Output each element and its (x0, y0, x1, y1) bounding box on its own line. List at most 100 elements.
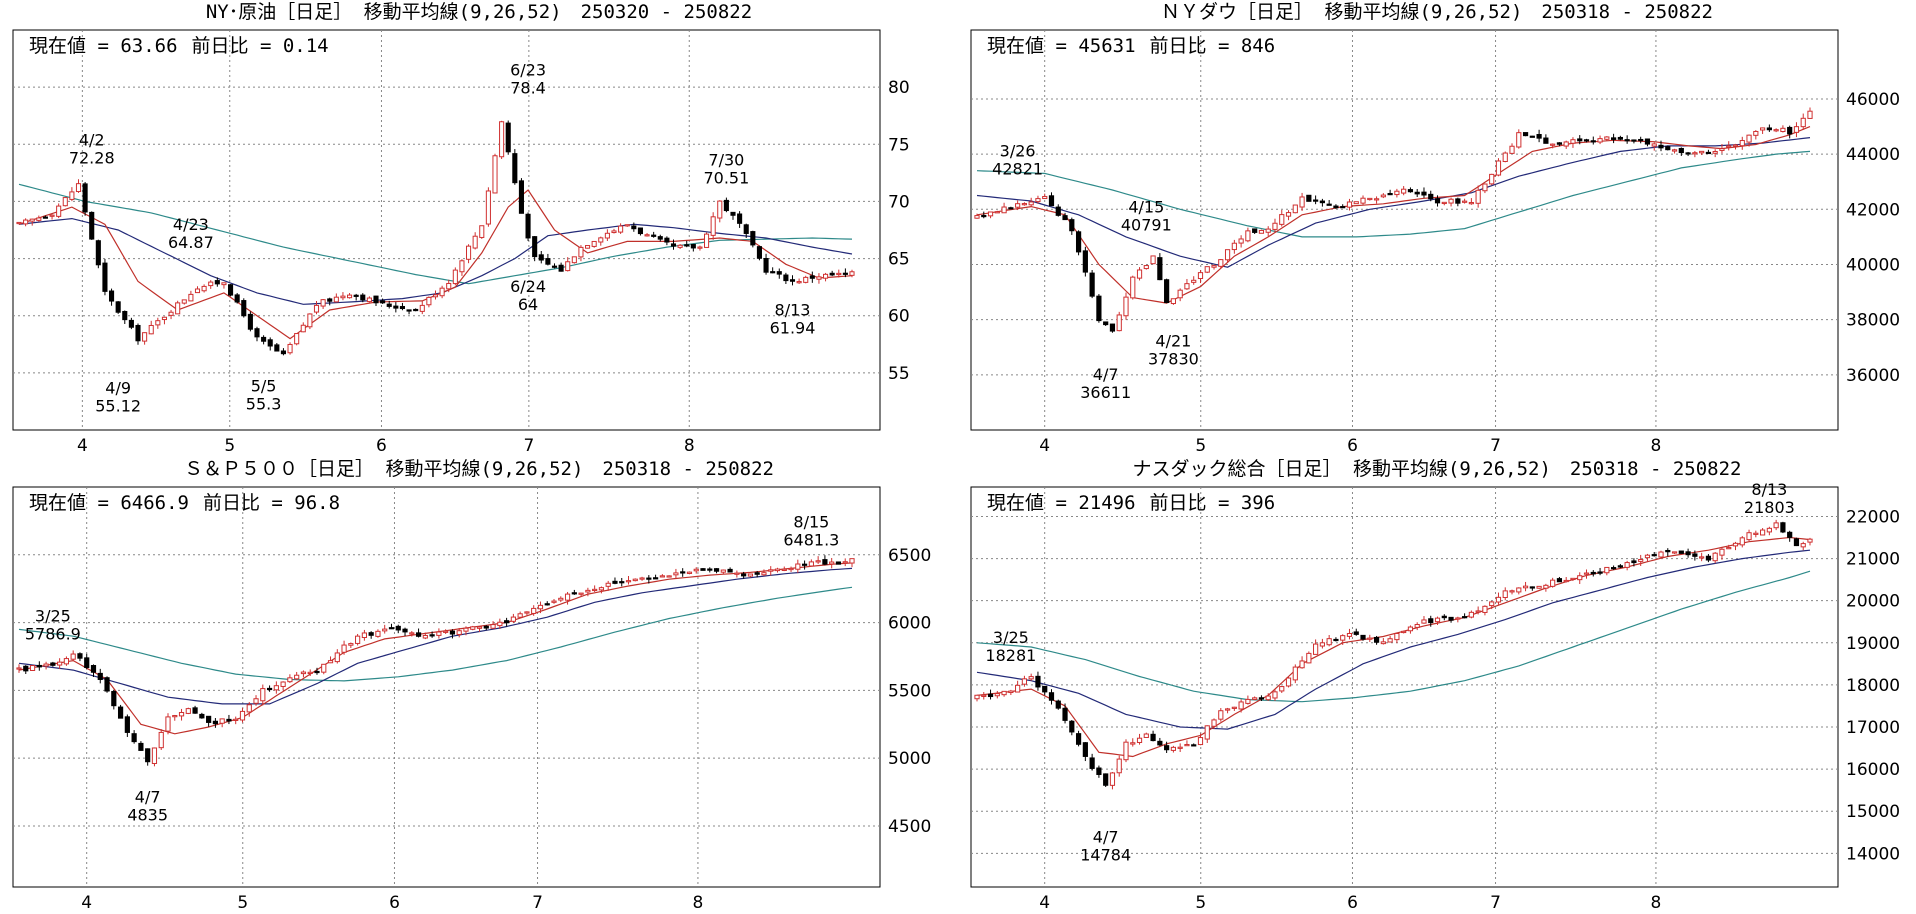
candle (1550, 577, 1556, 588)
candle (165, 713, 171, 735)
y-tick-label: 5500 (888, 681, 931, 701)
annotation-date: 4/7 (1093, 827, 1119, 846)
y-tick-label: 46000 (1846, 90, 1900, 110)
candle-body (670, 243, 677, 247)
candle (783, 272, 789, 284)
candle (36, 661, 42, 671)
candle (1340, 634, 1346, 645)
candle (768, 566, 774, 576)
candle-body (544, 603, 550, 606)
candle (1712, 149, 1718, 158)
candle-body (504, 620, 510, 624)
candle (1292, 204, 1298, 214)
candle-body (1773, 522, 1779, 529)
candle (704, 232, 710, 248)
candle (70, 650, 76, 662)
candle (1360, 634, 1366, 641)
candle-body (664, 237, 670, 243)
candle (585, 587, 591, 597)
candle (1218, 259, 1224, 269)
candle-body (1211, 719, 1217, 727)
candle (987, 211, 994, 219)
candle (490, 621, 496, 629)
candle (327, 297, 333, 306)
candle-body (327, 298, 333, 302)
candle-body (835, 561, 842, 565)
candle-body (1238, 701, 1244, 710)
candle-body (43, 663, 49, 667)
candle (228, 284, 234, 297)
candle (1753, 530, 1759, 538)
candle-body (1048, 195, 1055, 207)
candle (1387, 635, 1393, 643)
candle (246, 702, 252, 717)
moving-average-ma26 (976, 549, 1811, 730)
candle (994, 690, 1000, 699)
candle-body (1001, 206, 1007, 214)
candle-body (472, 235, 478, 249)
candle-body (1563, 141, 1569, 147)
x-tick-label: 6 (1347, 893, 1358, 913)
candle (1184, 278, 1190, 290)
candle-body (1096, 767, 1102, 775)
annotation-value: 21803 (1744, 498, 1795, 517)
candle-body (1116, 314, 1122, 332)
candle (117, 704, 124, 719)
candle-body (1089, 757, 1095, 769)
current-value: 63.66 (120, 35, 177, 57)
candle (1705, 554, 1712, 563)
candle-body (1624, 139, 1630, 142)
candle (1800, 541, 1806, 551)
candle (1008, 206, 1014, 210)
candle-body (1732, 144, 1739, 147)
candle-body (1651, 143, 1657, 147)
current-value-label: 現在値 = (29, 35, 120, 57)
candle-body (402, 628, 408, 633)
candle (214, 277, 220, 287)
candle (1793, 122, 1800, 138)
y-tick-label: 14000 (1846, 844, 1900, 864)
candle-body (1502, 152, 1508, 163)
current-value: 45631 (1078, 35, 1135, 57)
candle-body (375, 630, 381, 637)
candle-body (625, 580, 632, 583)
candle-body (1570, 577, 1576, 581)
candle (558, 596, 564, 603)
candle-body (538, 254, 544, 261)
candle (300, 322, 306, 333)
candle-body (1299, 196, 1305, 208)
candle-body (1631, 139, 1637, 142)
current-value-info: 現在値 = 6466.9 前日比 = 96.8 (29, 492, 340, 514)
candle (591, 240, 597, 248)
candle (743, 223, 749, 239)
candle (1170, 745, 1176, 753)
candle (485, 187, 491, 227)
candle-body (57, 661, 63, 666)
candle-body (221, 282, 227, 286)
candle-body (1170, 298, 1176, 305)
candle-body (1631, 560, 1637, 564)
candle (388, 623, 395, 630)
candle-body (1638, 558, 1644, 562)
candle (466, 244, 472, 264)
candle-body (1746, 134, 1752, 143)
candle (1380, 638, 1386, 645)
candle (690, 243, 696, 252)
candle (1191, 276, 1197, 285)
candle-body (1021, 203, 1028, 206)
candle (693, 567, 699, 574)
candle-body (1624, 562, 1630, 568)
candle (1746, 529, 1752, 542)
candle (1387, 189, 1393, 196)
candle-body (260, 688, 266, 702)
candle-body (1671, 551, 1678, 554)
candle (1428, 190, 1434, 202)
x-tick-label: 8 (684, 436, 695, 456)
candle (1373, 196, 1380, 204)
candle (360, 293, 366, 303)
candle-body (1780, 127, 1786, 133)
candle-body (783, 274, 789, 282)
candle (212, 718, 218, 728)
candle (452, 267, 458, 286)
candle (697, 245, 703, 251)
